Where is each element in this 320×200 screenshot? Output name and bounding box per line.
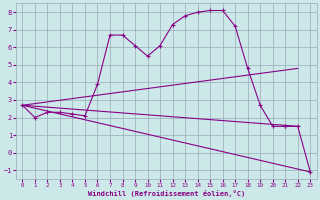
X-axis label: Windchill (Refroidissement éolien,°C): Windchill (Refroidissement éolien,°C) xyxy=(88,190,245,197)
